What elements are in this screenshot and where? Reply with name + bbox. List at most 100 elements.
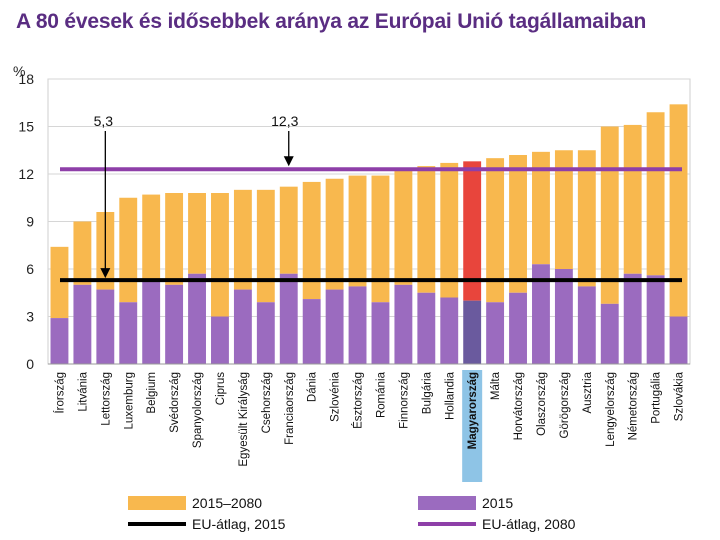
x-tick-label: Hollandia (444, 371, 456, 420)
bar-segment-2015 (532, 264, 550, 364)
bar-segment-2015-2080 (371, 175, 390, 303)
bar-segment-2015-2080 (279, 186, 298, 274)
x-tick-label: Belgium (146, 372, 158, 414)
bar-segment-2015 (509, 292, 527, 364)
x-tick-label: Csehország (261, 372, 273, 433)
bar-segment-2015-2080 (233, 189, 252, 290)
x-tick-label: Franciaország (284, 372, 296, 445)
legend-label: EU-átlag, 2015 (192, 516, 286, 532)
bar-segment-2015-2080 (646, 112, 665, 276)
bar-segment-2015-2080 (509, 155, 527, 293)
y-axis-unit: % (13, 63, 25, 79)
bar-segment-2015-2080 (211, 193, 229, 317)
x-tick-label: Németország (628, 372, 640, 440)
y-tick-label: 15 (18, 119, 34, 135)
chart-title: A 80 évesek és idősebbek aránya az Európ… (16, 10, 647, 33)
bar-segment-2015 (394, 284, 413, 364)
bar-segment-2015 (577, 286, 596, 364)
x-tick-label: Horvátország (513, 372, 525, 440)
bar-segment-2015 (371, 302, 390, 364)
x-tick-label: Ciprus (215, 372, 227, 405)
bar-segment-2015-2080 (577, 150, 596, 287)
y-tick-label: 0 (26, 356, 34, 372)
x-tick-label: Magyarország (467, 372, 479, 449)
bar-segment-2015-2080 (302, 181, 321, 300)
bar-segment-2015 (73, 284, 92, 364)
bar-segment-2015 (142, 281, 161, 364)
bar-segment-2015 (96, 289, 115, 364)
x-tick-label: Írország (53, 372, 66, 414)
bar-segment-2015 (211, 316, 229, 364)
legend-label: 2015–2080 (192, 495, 262, 511)
bar-segment-2015 (302, 299, 321, 364)
bar-segment-2015-2080 (463, 161, 482, 301)
x-tick-label: Ausztria (582, 371, 594, 413)
bar-segment-2015 (463, 300, 482, 364)
legend-swatch (128, 496, 186, 510)
bar-segment-2015-2080 (256, 189, 275, 303)
bar-segment-2015 (119, 302, 138, 364)
x-tick-label: Luxemburg (123, 372, 135, 430)
x-tick-label: Szlovákia (674, 371, 686, 421)
bar-segment-2015 (165, 284, 184, 364)
legend-label: 2015 (482, 495, 513, 511)
bar-segment-2015-2080 (440, 162, 459, 298)
bar-segment-2015-2080 (119, 197, 138, 303)
bar-segment-2015 (348, 286, 367, 364)
bar-segment-2015 (417, 292, 436, 364)
x-tick-label: Spanyolország (192, 372, 204, 448)
x-tick-label: Litvánia (77, 371, 89, 411)
bar-segment-2015 (646, 275, 665, 364)
x-tick-label: Málta (490, 371, 502, 400)
x-tick-label: Szlovénia (330, 371, 342, 421)
bar-segment-2015-2080 (554, 150, 573, 269)
bar-segment-2015-2080 (188, 193, 206, 274)
bar-segment-2015 (279, 273, 298, 364)
bar-segment-2015-2080 (325, 178, 344, 290)
bar-segment-2015-2080 (348, 175, 367, 287)
bar-segment-2015-2080 (50, 246, 69, 319)
arrow-eu-2080-head (283, 156, 294, 167)
annotation-eu-2015: 5,3 (94, 113, 114, 129)
bar-segment-2015-2080 (532, 151, 550, 265)
bar-segment-2015-2080 (394, 170, 413, 285)
bar-segment-2015 (486, 302, 505, 364)
bar-segment-2015 (554, 269, 573, 364)
x-tick-label: Olaszország (536, 372, 548, 436)
y-tick-label: 18 (18, 71, 34, 87)
x-tick-label: Észtország (352, 372, 365, 429)
bar-segment-2015-2080 (600, 126, 619, 304)
bar-segment-2015 (233, 289, 252, 364)
bar-segment-2015 (623, 273, 642, 364)
highlight-label-background (462, 370, 483, 482)
bar-segment-2015 (188, 273, 206, 364)
bar-segment-2015 (600, 303, 619, 364)
bar-segment-2015-2080 (142, 194, 161, 282)
x-tick-label: Lengyelország (605, 372, 617, 447)
x-tick-label: Lettország (100, 372, 112, 426)
x-tick-label: Görögország (559, 372, 571, 438)
x-tick-label: Dánia (307, 371, 319, 402)
bar-segment-2015 (440, 297, 459, 364)
bar-segment-2015-2080 (417, 166, 436, 293)
y-tick-label: 12 (18, 166, 34, 182)
bar-segment-2015-2080 (486, 158, 505, 303)
x-tick-label: Svédország (169, 372, 181, 433)
x-tick-label: Románia (375, 371, 387, 418)
arrow-eu-2015-head (100, 268, 111, 279)
bar-segment-2015 (325, 289, 344, 364)
y-tick-label: 3 (26, 309, 34, 325)
annotation-eu-2080: 12,3 (271, 113, 298, 129)
bar-segment-2015 (669, 316, 688, 364)
x-tick-label: Portugália (651, 371, 663, 423)
bar-segment-2015-2080 (165, 193, 184, 285)
y-tick-label: 6 (26, 261, 34, 277)
x-tick-label: Finnország (398, 372, 410, 429)
x-tick-label: Bulgária (421, 371, 433, 414)
bar-segment-2015-2080 (669, 104, 688, 317)
bar-segment-2015-2080 (73, 221, 92, 285)
bar-segment-2015 (256, 302, 275, 364)
legend-swatch (418, 496, 476, 510)
bar-segment-2015-2080 (623, 124, 642, 274)
